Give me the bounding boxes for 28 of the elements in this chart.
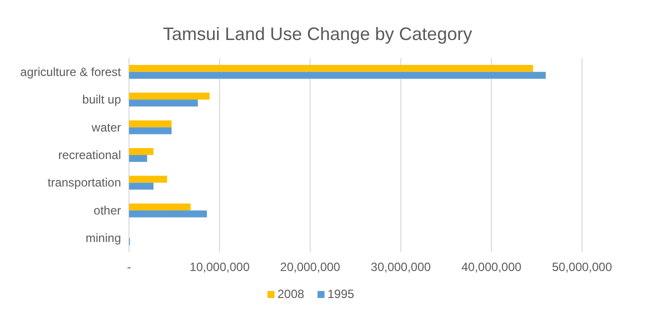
y-tick-label: agriculture & forest: [20, 64, 122, 79]
chart-title: Tamsui Land Use Change by Category: [162, 24, 472, 44]
x-tick-label: -: [127, 260, 131, 274]
x-tick-label: 40,000,000: [461, 260, 522, 274]
bar: [129, 182, 154, 190]
y-tick-label: transportation: [48, 176, 121, 190]
bar: [129, 210, 207, 218]
bar: [129, 64, 534, 72]
x-tick-label: 10,000,000: [190, 260, 250, 274]
bar: [129, 148, 154, 155]
legend-label: 1995: [328, 287, 355, 301]
x-tick-label: 30,000,000: [370, 260, 432, 274]
legend-label: 2008: [278, 287, 305, 301]
bar: [129, 127, 172, 134]
bar: [129, 120, 172, 128]
bar: [129, 100, 198, 106]
bar: [129, 176, 168, 183]
x-tick-label: 50,000,000: [552, 260, 612, 274]
bar: [129, 204, 191, 210]
y-tick-label: mining: [86, 231, 121, 246]
bar: [129, 92, 210, 100]
x-tick-label: 20,000,000: [280, 260, 341, 274]
bar: [129, 155, 148, 162]
bar: [129, 72, 546, 79]
y-tick-label: built up: [82, 92, 122, 107]
y-tick-label: other: [94, 203, 121, 218]
y-tick-label: recreational: [58, 148, 121, 162]
y-tick-label: water: [90, 120, 122, 134]
